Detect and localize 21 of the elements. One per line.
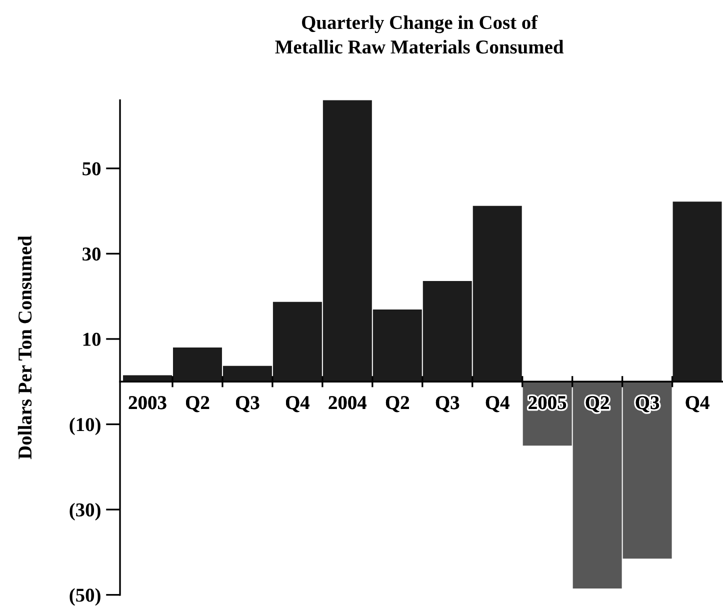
x-tick-label: Q2 (186, 396, 210, 412)
y-tick-label: (50) (70, 588, 100, 606)
y-tick-label: (10) (70, 418, 100, 436)
x-tick-label: Q2 (386, 396, 409, 412)
y-tick-label: 30 (82, 248, 101, 261)
y-tick-label: 10 (83, 332, 101, 346)
x-tick-label: Q3 (236, 396, 260, 412)
x-tick-label: 2004 (328, 396, 367, 410)
y-tick-label: 50 (82, 162, 101, 176)
x-tick-label: 2005 (528, 396, 566, 410)
x-tick-label: Q4 (286, 396, 310, 412)
x-tick-label: Q4 (486, 396, 510, 412)
x-tick-label: 2003 (128, 396, 166, 410)
chart-title: Quarterly Change in Cost of Metallic Raw Materials Consumed (275, 15, 564, 54)
y-tick-label: (30) (70, 502, 100, 520)
x-tick-label: Q3 (436, 396, 460, 412)
bar (672, 202, 722, 382)
x-tick-label: Q2 (586, 396, 609, 412)
y-axis-title: Dollars Per Ton Consumed (18, 236, 32, 460)
x-tick-label: Q4 (686, 396, 710, 412)
x-tick-label: Q3 (636, 396, 660, 412)
